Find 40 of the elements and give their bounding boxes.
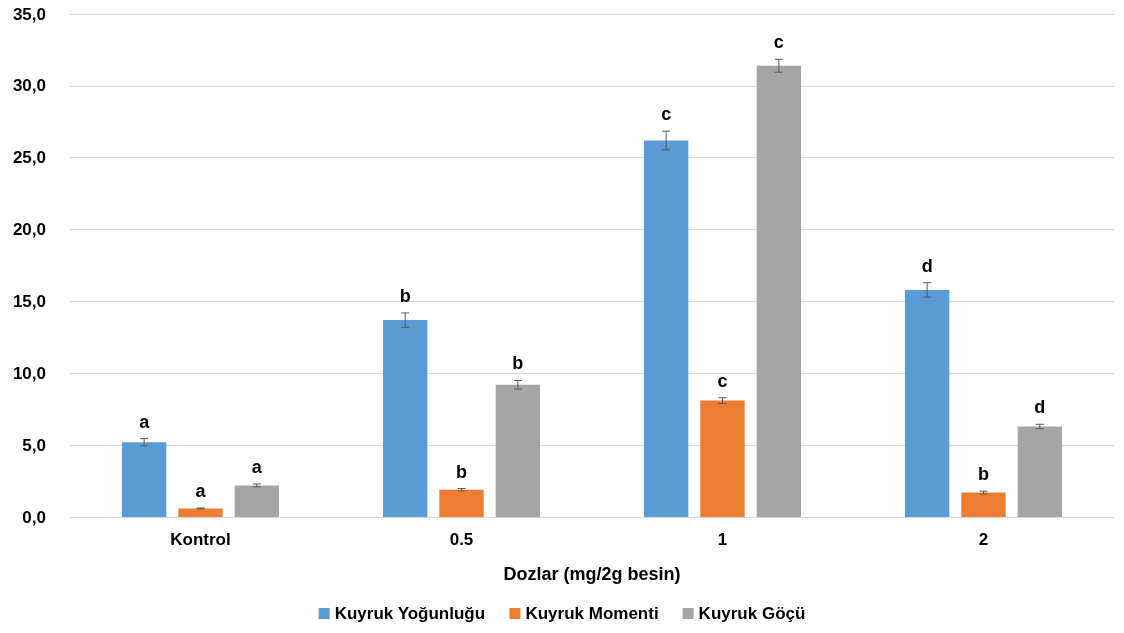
- data-label: a: [195, 480, 207, 501]
- legend-label: Kuyruk Momenti: [525, 604, 659, 623]
- legend-label: Kuyruk Yoğunluğu: [334, 604, 486, 623]
- bar: [439, 489, 484, 517]
- y-tick-label: 10,0: [12, 363, 46, 383]
- bar: [495, 384, 541, 517]
- data-label: b: [978, 464, 989, 485]
- data-label: b: [456, 461, 467, 482]
- bar: [756, 65, 802, 517]
- data-label: c: [773, 32, 784, 53]
- bar: [904, 289, 950, 517]
- x-tick-label: Kontrol: [170, 530, 231, 549]
- bar: [234, 485, 280, 517]
- x-tick-label: 1: [717, 530, 728, 549]
- y-tick-label: 30,0: [12, 76, 46, 96]
- data-label: c: [661, 104, 672, 125]
- bar: [382, 320, 428, 517]
- data-label: b: [512, 353, 524, 374]
- legend-label: Kuyruk Göçü: [698, 604, 806, 623]
- bar: [121, 442, 167, 517]
- y-tick-label: 25,0: [12, 148, 46, 168]
- data-label: a: [251, 456, 263, 477]
- bar: [643, 140, 689, 517]
- y-tick-label: 5,0: [22, 435, 46, 455]
- x-tick-label: 0.5: [449, 530, 474, 549]
- bar: [1017, 426, 1063, 517]
- data-label: a: [139, 411, 151, 432]
- y-tick-label: 20,0: [12, 220, 46, 240]
- y-tick-label: 0,0: [22, 507, 46, 527]
- bar: [700, 400, 745, 517]
- data-label: d: [921, 255, 933, 276]
- x-axis-title: Dozlar (mg/2g besin): [503, 564, 681, 584]
- data-label: b: [399, 285, 411, 306]
- y-tick-label: 15,0: [12, 291, 46, 311]
- data-label: d: [1034, 397, 1046, 418]
- bar: [961, 492, 1006, 517]
- bar: [178, 508, 223, 517]
- x-tick-label: 2: [978, 530, 989, 549]
- data-label: c: [717, 370, 728, 391]
- y-tick-label: 35,0: [12, 4, 46, 24]
